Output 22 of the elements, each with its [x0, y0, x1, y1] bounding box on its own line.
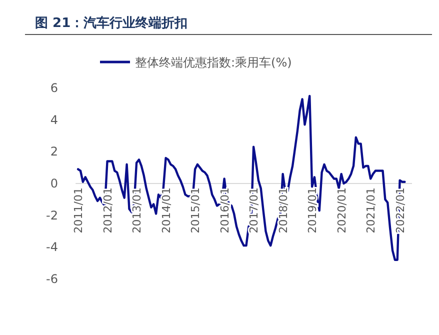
y-tick-label: 4 [50, 112, 58, 127]
y-tick-label: -6 [46, 272, 58, 286]
y-tick-label: -4 [46, 240, 58, 254]
x-tick-label: 2016/01 [218, 188, 232, 234]
x-tick-label: 2013/01 [130, 188, 144, 234]
x-tick-label: 2022/01 [394, 188, 407, 234]
x-tick-label: 2020/01 [335, 188, 348, 234]
x-tick-label: 2019/01 [306, 188, 320, 234]
x-tick-label: 2011/01 [72, 188, 86, 234]
x-tick-label: 2014/01 [160, 188, 173, 234]
x-tick-label: 2021/01 [364, 188, 378, 234]
x-tick-label: 2015/01 [189, 188, 202, 234]
legend-label: 整体终端优惠指数:乘用车(%) [135, 56, 292, 70]
x-tick-label: 2018/01 [276, 188, 290, 234]
y-tick-label: -2 [46, 208, 58, 222]
x-tick-label: 2012/01 [101, 188, 114, 234]
legend: 整体终端优惠指数:乘用车(%) [100, 56, 292, 70]
title: 图 21：汽车行业终端折扣 [35, 16, 188, 31]
y-tick-label: 6 [50, 81, 58, 95]
y-tick-label: 0 [50, 176, 58, 190]
x-tick-label: 2017/01 [248, 188, 261, 234]
y-tick-label: 2 [50, 144, 58, 159]
